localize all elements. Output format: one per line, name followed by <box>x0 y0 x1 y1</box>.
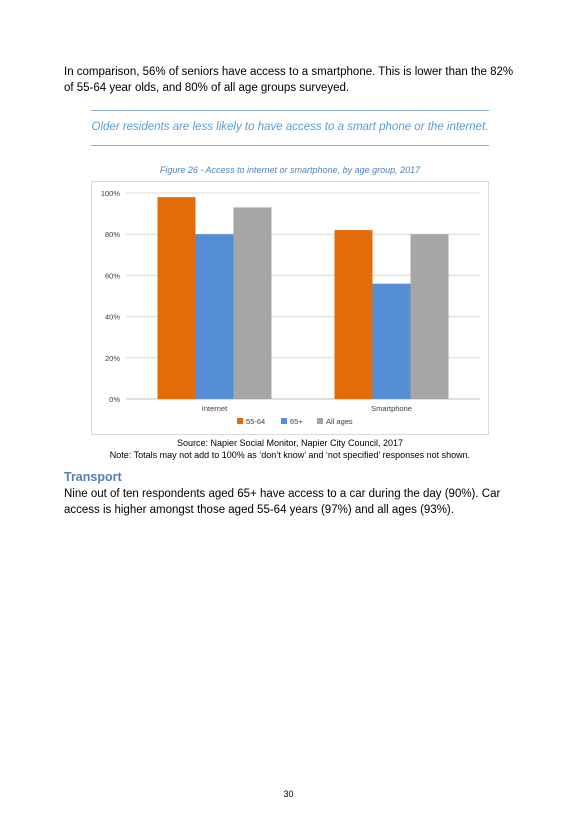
chart-note: Note: Totals may not add to 100% as ‘don… <box>109 450 471 460</box>
legend-swatch <box>237 418 243 424</box>
bar-65--smartphone <box>372 283 411 399</box>
legend-swatch <box>281 418 287 424</box>
bar-65--internet <box>195 234 234 399</box>
y-tick-label: 0% <box>109 395 120 404</box>
y-tick-label: 80% <box>105 230 120 239</box>
y-tick-label: 20% <box>105 354 120 363</box>
chart-frame: 0% 20% 40% 60% 80% 100% Internet Smartphone 55-6… <box>91 181 489 435</box>
transport-paragraph: Nine out of ten respondents aged 65+ hav… <box>64 488 501 516</box>
x-tick-label: Smartphone <box>371 404 412 413</box>
y-tick-label: 60% <box>105 271 120 280</box>
y-tick-label: 100% <box>101 189 121 198</box>
bar-all-ages-smartphone <box>410 234 449 399</box>
page-number: 30 <box>283 789 294 799</box>
callout-top-rule <box>91 110 489 111</box>
transport-heading: Transport <box>64 470 122 484</box>
bar-chart: 0% 20% 40% 60% 80% 100% Internet Smartphone 55-6… <box>101 189 480 426</box>
y-tick-label: 40% <box>105 313 120 322</box>
bar-55-64-smartphone <box>334 230 373 399</box>
legend-label: All ages <box>326 417 353 426</box>
callout-bottom-rule <box>91 145 489 146</box>
bar-all-ages-internet <box>233 207 272 399</box>
callout-text: Older residents are less likely to have … <box>91 121 489 133</box>
legend-label: 55-64 <box>246 417 265 426</box>
legend-label: 65+ <box>290 417 303 426</box>
bar-55-64-internet <box>157 197 196 399</box>
legend-swatch <box>317 418 323 424</box>
intro-paragraph: In comparison, 56% of seniors have acces… <box>64 66 514 94</box>
chart-source: Source: Napier Social Monitor, Napier Ci… <box>176 438 404 448</box>
x-tick-label: Internet <box>202 404 228 413</box>
figure-caption: Figure 26 - Access to internet or smartp… <box>159 165 421 175</box>
